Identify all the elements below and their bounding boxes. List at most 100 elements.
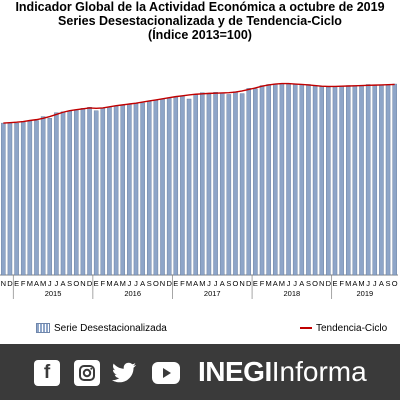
bar-2018-03 — [266, 84, 271, 276]
bar-2017-02 — [180, 95, 185, 276]
month-tick-2015-08: A — [61, 279, 66, 288]
month-tick-2018-10: O — [312, 279, 318, 288]
month-tick-2015-04: A — [34, 279, 39, 288]
month-tick-2019-02: F — [339, 279, 344, 288]
month-tick-2017-10: O — [233, 279, 239, 288]
bar-2018-04 — [273, 83, 278, 276]
bar-2017-01 — [173, 96, 179, 276]
instagram-icon[interactable] — [74, 360, 100, 386]
bar-2018-12 — [326, 86, 331, 276]
month-tick-2016-10: O — [153, 279, 159, 288]
month-tick-2019-07: J — [373, 279, 377, 288]
month-tick-2019-03: M — [345, 279, 351, 288]
month-tick-2016-06: J — [127, 279, 131, 288]
month-tick-2018-12: D — [326, 279, 332, 288]
month-tick-2019-09: S — [386, 279, 391, 288]
bar-2017-11 — [239, 93, 245, 276]
bar-2017-12 — [246, 88, 252, 276]
bar-2015-03 — [27, 121, 33, 276]
month-tick-2017-06: J — [207, 279, 211, 288]
bar-2018-06 — [286, 83, 291, 276]
bar-2018-01 — [253, 88, 258, 276]
bar-2015-01 — [14, 122, 19, 276]
year-label-2017: 2017 — [204, 289, 221, 298]
month-tick-2016-12: D — [166, 279, 172, 288]
month-tick-2016-05: M — [120, 279, 126, 288]
chart-title: Indicador Global de la Actividad Económi… — [15, 0, 385, 14]
bar-2017-05 — [200, 92, 205, 276]
twitter-icon[interactable] — [112, 360, 138, 386]
bar-2019-03 — [345, 85, 351, 276]
month-tick-2018-06: J — [287, 279, 291, 288]
bar-2015-10 — [74, 109, 79, 276]
chart-subtitle: Series Desestacionalizada y de Tendencia… — [58, 14, 342, 28]
month-tick-2018-07: J — [293, 279, 297, 288]
month-tick-2014-12: D — [7, 279, 13, 288]
month-tick-2018-02: F — [260, 279, 265, 288]
bar-2015-07 — [54, 112, 59, 276]
year-label-2019: 2019 — [356, 289, 373, 298]
youtube-icon[interactable] — [152, 362, 180, 384]
month-tick-2014-11: N — [1, 279, 6, 288]
month-tick-2016-04: A — [114, 279, 119, 288]
footer-bar: f INEGIInforma — [0, 344, 400, 400]
legend-label-desestacionalizada: Serie Desestacionalizada — [54, 322, 167, 334]
bar-2018-09 — [306, 84, 311, 276]
brand-strong: INEGI — [198, 356, 272, 387]
month-tick-2017-05: M — [199, 279, 205, 288]
bar-2016-09 — [146, 101, 152, 276]
month-tick-2018-09: S — [306, 279, 311, 288]
month-tick-2016-02: F — [101, 279, 106, 288]
bar-2019-04 — [352, 85, 358, 276]
bar-2015-06 — [47, 118, 52, 276]
month-tick-2015-02: F — [21, 279, 26, 288]
month-tick-2016-09: S — [147, 279, 152, 288]
month-tick-2018-04: A — [273, 279, 278, 288]
month-tick-2015-12: D — [87, 279, 93, 288]
month-tick-2017-03: M — [186, 279, 192, 288]
month-tick-2018-05: M — [279, 279, 285, 288]
month-tick-2015-07: J — [55, 279, 59, 288]
facebook-icon[interactable]: f — [34, 360, 60, 386]
month-tick-2019-10: O — [392, 279, 398, 288]
bar-2017-08 — [219, 92, 225, 276]
bar-2016-06 — [127, 103, 132, 276]
bar-2016-07 — [133, 103, 139, 276]
bar-2015-09 — [67, 110, 72, 276]
legend-item-desestacionalizada: Serie Desestacionalizada — [36, 320, 167, 336]
bar-2019-10 — [392, 83, 397, 276]
bar-2019-02 — [339, 85, 344, 276]
month-tick-2015-01: E — [14, 279, 19, 288]
bar-2019-08 — [379, 84, 384, 276]
bar-2016-05 — [120, 104, 125, 276]
bar-2018-07 — [292, 83, 298, 276]
bar-2017-06 — [206, 94, 212, 276]
month-tick-2019-08: A — [379, 279, 384, 288]
bar-2019-09 — [385, 84, 391, 276]
brand-light: Informa — [271, 356, 367, 387]
month-tick-2017-01: E — [173, 279, 178, 288]
month-tick-2017-02: F — [180, 279, 185, 288]
bar-2016-10 — [153, 100, 159, 276]
month-tick-2017-08: A — [220, 279, 225, 288]
bar-2016-01 — [93, 110, 99, 276]
bar-2018-08 — [299, 84, 305, 276]
month-tick-2018-03: M — [266, 279, 272, 288]
chart-index-note: (Índice 2013=100) — [148, 28, 252, 42]
bar-2018-11 — [319, 86, 324, 276]
bar-2015-05 — [40, 116, 46, 276]
month-tick-2018-08: A — [299, 279, 304, 288]
month-tick-2017-04: A — [193, 279, 198, 288]
legend-label-tendencia: Tendencia-Ciclo — [316, 322, 388, 334]
month-tick-2015-11: N — [80, 279, 85, 288]
legend-line-swatch — [300, 327, 312, 329]
month-tick-2017-12: D — [246, 279, 252, 288]
bar-2017-07 — [213, 92, 218, 276]
month-tick-2015-10: O — [73, 279, 79, 288]
bar-2016-08 — [140, 102, 145, 276]
month-tick-2018-11: N — [319, 279, 324, 288]
year-label-2016: 2016 — [124, 289, 141, 298]
bar-2017-04 — [193, 94, 198, 276]
month-tick-2018-01: E — [253, 279, 258, 288]
